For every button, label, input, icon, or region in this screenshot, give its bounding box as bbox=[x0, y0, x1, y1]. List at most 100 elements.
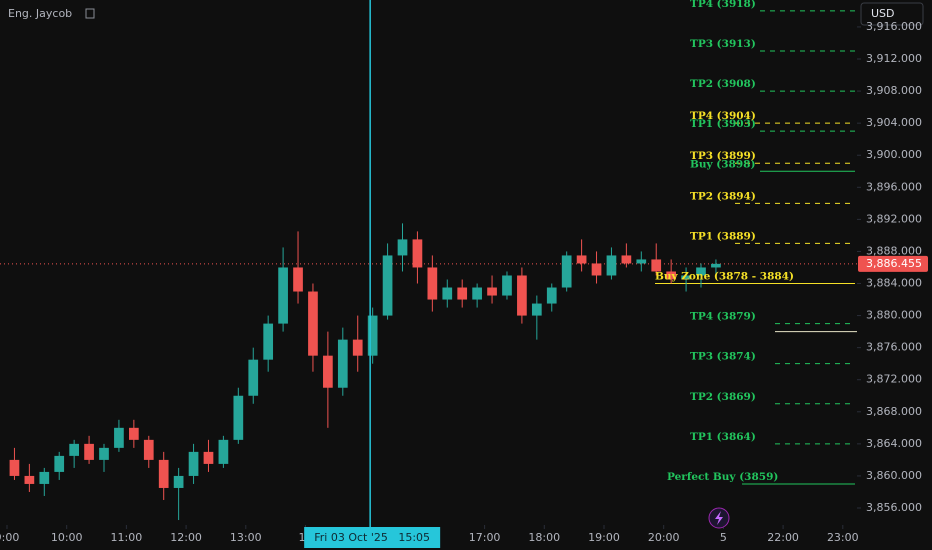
candle-body bbox=[472, 287, 482, 300]
x-tick-label: 13:00 bbox=[230, 531, 262, 544]
x-tick-label: 19:00 bbox=[588, 531, 620, 544]
candle-body bbox=[263, 323, 274, 360]
y-tick-label: 3,880.000 bbox=[866, 309, 922, 322]
level-label: TP3 (3874) bbox=[690, 351, 756, 363]
candle-body bbox=[591, 263, 602, 276]
y-tick-label: 3,896.000 bbox=[866, 180, 922, 193]
level-label: TP3 (3899) bbox=[690, 150, 756, 162]
candle-body bbox=[621, 255, 632, 264]
x-tick-label: 20:00 bbox=[648, 531, 680, 544]
candle-body bbox=[666, 271, 677, 280]
candle-body bbox=[711, 263, 721, 268]
candle-body bbox=[9, 459, 20, 476]
lightning-glyph bbox=[715, 511, 723, 525]
candle-body bbox=[696, 267, 706, 276]
level-label: TP4 (3879) bbox=[690, 311, 756, 323]
x-tick-label: 11:00 bbox=[111, 531, 143, 544]
y-tick-label: 3,868.000 bbox=[866, 405, 922, 418]
candle-body bbox=[188, 451, 199, 476]
x-tick-label: 22:00 bbox=[767, 531, 799, 544]
candle-body bbox=[546, 287, 557, 304]
candle-body bbox=[576, 255, 587, 264]
candle-body bbox=[636, 259, 647, 264]
candle-body bbox=[651, 259, 662, 272]
y-tick-label: 3,864.000 bbox=[866, 437, 922, 450]
candle-body bbox=[517, 275, 527, 316]
candle-body bbox=[531, 303, 542, 316]
candle-body bbox=[203, 451, 214, 464]
candle-body bbox=[99, 447, 109, 460]
candle-body bbox=[39, 471, 50, 484]
level-label: TP1 (3864) bbox=[690, 431, 756, 443]
y-tick-label: 3,884.000 bbox=[866, 277, 922, 290]
y-tick-label: 3,892.000 bbox=[866, 212, 922, 225]
x-tick-label: 12:00 bbox=[170, 531, 202, 544]
author: Eng. Jaycob bbox=[8, 7, 72, 20]
crosshair-label-box bbox=[304, 527, 441, 548]
candle-body bbox=[502, 275, 512, 296]
candle-body bbox=[128, 427, 139, 440]
level-label: Perfect Buy (3859) bbox=[667, 471, 778, 483]
x-tick-label: 10:00 bbox=[51, 531, 83, 544]
candle-body bbox=[143, 439, 154, 460]
candle-body bbox=[248, 359, 259, 396]
candle-body bbox=[352, 339, 363, 356]
y-tick-label: 3,876.000 bbox=[866, 341, 922, 354]
candle-body bbox=[54, 455, 65, 472]
candle-body bbox=[487, 287, 497, 296]
level-label: TP2 (3908) bbox=[690, 78, 756, 90]
y-tick-label: 3,904.000 bbox=[866, 116, 922, 129]
y-tick-label: 3,872.000 bbox=[866, 373, 922, 386]
candle-body bbox=[308, 291, 318, 356]
y-tick-label: 3,900.000 bbox=[866, 148, 922, 161]
author-icon bbox=[85, 8, 95, 19]
candle-body bbox=[337, 339, 348, 388]
candle-body bbox=[427, 267, 438, 300]
x-tick-label: 9:00 bbox=[0, 531, 19, 544]
x-tick-label: 18:00 bbox=[528, 531, 560, 544]
level-label: TP2 (3869) bbox=[690, 391, 756, 403]
level-label: TP3 (3913) bbox=[690, 38, 756, 50]
level-label: TP1 (3903) bbox=[690, 118, 756, 130]
level-label: TP4 (3918) bbox=[690, 0, 756, 10]
currency-label: USD bbox=[871, 7, 895, 20]
crosshair-label: Fri 03 Oct '25 15:05 bbox=[314, 531, 430, 544]
y-tick-label: 3,860.000 bbox=[866, 469, 922, 482]
y-tick-label: 3,856.000 bbox=[866, 501, 922, 514]
last-price-label: 3,886.455 bbox=[866, 257, 922, 270]
currency-button[interactable] bbox=[860, 2, 924, 26]
candle-body bbox=[397, 239, 408, 256]
candle-body bbox=[218, 439, 229, 464]
y-tick-label: 3,888.000 bbox=[866, 244, 922, 257]
y-tick-label: 3,908.000 bbox=[866, 84, 922, 97]
candle-body bbox=[233, 395, 244, 440]
zone-label: Buy Zone (3878 - 3884) bbox=[655, 271, 794, 283]
candle-body bbox=[561, 255, 572, 288]
level-label: TP1 (3889) bbox=[690, 230, 756, 242]
candle-body bbox=[173, 475, 184, 488]
candle-body bbox=[69, 443, 79, 456]
x-tick-label: 23:00 bbox=[827, 531, 859, 544]
candle-body bbox=[84, 443, 94, 460]
y-tick-label: 3,916.000 bbox=[866, 20, 922, 33]
candle-body bbox=[681, 275, 691, 280]
candle-body bbox=[606, 255, 617, 276]
candle-body bbox=[367, 315, 378, 356]
level-label: Buy (3898) bbox=[690, 158, 755, 170]
plot-area bbox=[0, 0, 861, 529]
candle-body bbox=[293, 267, 303, 292]
candle-body bbox=[278, 267, 288, 324]
level-label: TP4 (3904) bbox=[690, 110, 756, 122]
candle-body bbox=[24, 475, 35, 484]
x-tick-label: 17:00 bbox=[469, 531, 501, 544]
x-tick-label: 5 bbox=[720, 531, 727, 544]
candle-body bbox=[442, 287, 453, 300]
candle-body bbox=[412, 239, 423, 268]
level-label: TP2 (3894) bbox=[690, 190, 756, 202]
candle-body bbox=[382, 255, 393, 316]
candle-body bbox=[457, 287, 468, 300]
candle-body bbox=[323, 355, 333, 388]
